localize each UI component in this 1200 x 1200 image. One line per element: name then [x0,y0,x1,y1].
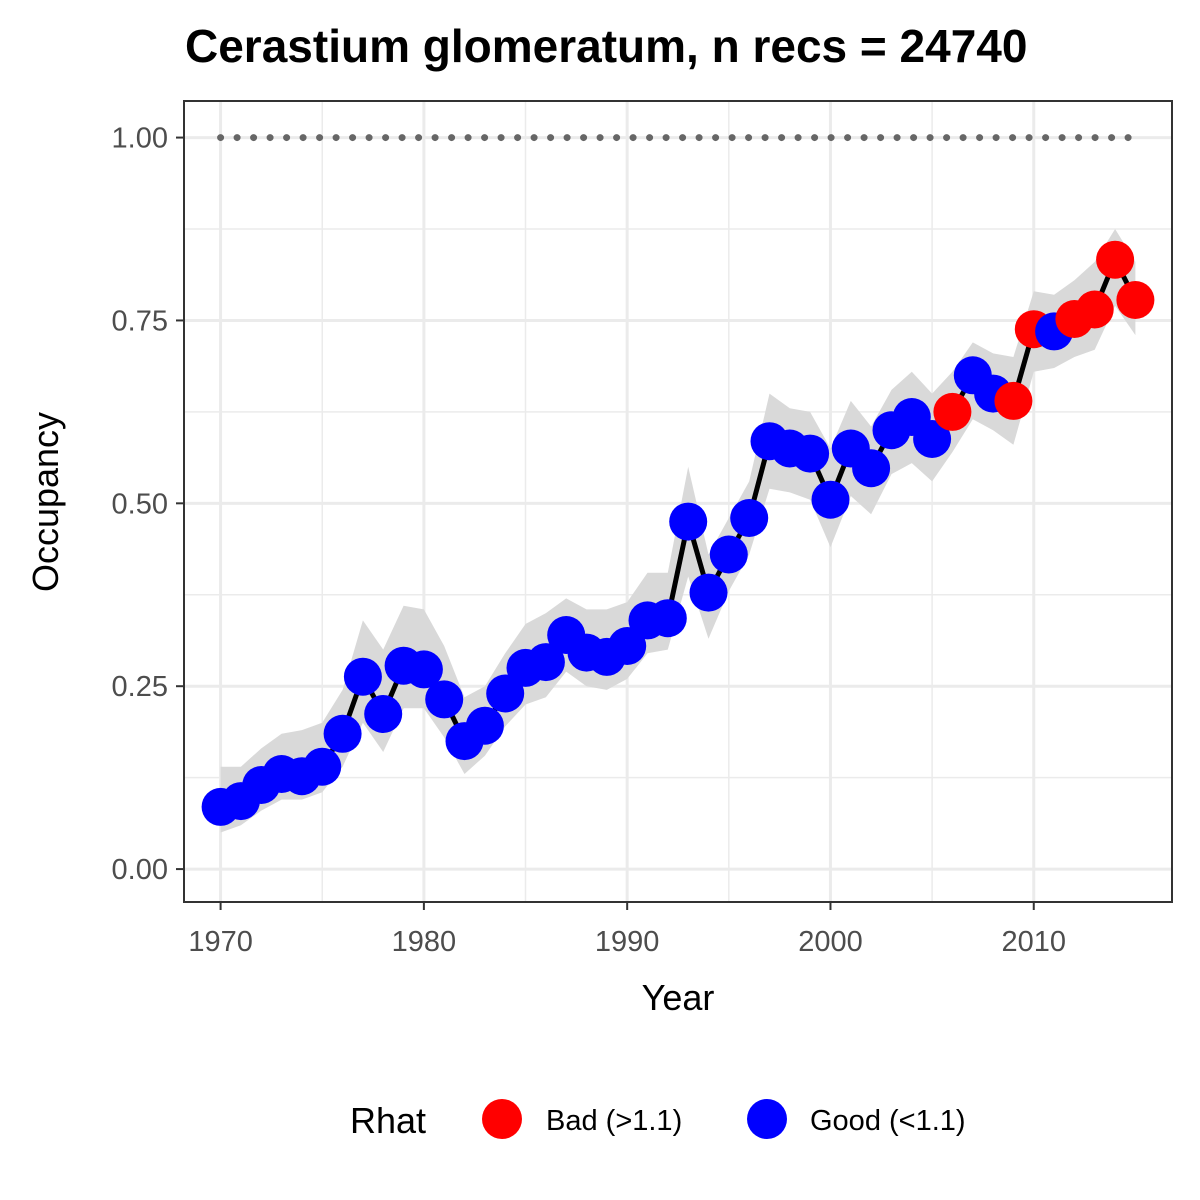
y-axis-title: Occupancy [25,412,66,592]
data-point [1075,290,1114,329]
data-point [791,434,830,473]
legend-key-bad [482,1099,522,1139]
legend-label-good: Good (<1.1) [810,1105,966,1137]
y-tick-label: 0.75 [112,305,168,337]
data-point [343,657,382,696]
data-point [933,392,972,431]
y-tick-label: 0.50 [112,488,168,520]
x-tick-label: 2000 [798,926,863,958]
data-point [425,680,464,719]
legend-key-good [747,1099,787,1139]
legend-title: Rhat [350,1100,426,1141]
panel-border [183,100,1173,903]
data-point [648,599,687,638]
x-tick-label: 1990 [595,926,660,958]
data-point [608,627,647,665]
x-tick-label: 1970 [188,926,253,958]
data-point [1096,240,1135,279]
x-tick-label: 2010 [1002,926,1067,958]
data-point [852,449,891,488]
data-point [465,706,504,745]
data-point [323,714,362,753]
legend: Rhat Bad (>1.1) Good (<1.1) [350,1099,966,1141]
x-axis-title: Year [642,977,715,1018]
y-tick-label: 0.00 [112,854,168,886]
data-point [364,695,403,733]
chart-title: Cerastium glomeratum, n recs = 24740 [185,20,1027,72]
y-tick-label: 1.00 [112,123,168,155]
x-tick-label: 1980 [392,926,457,958]
y-tick-label: 0.25 [112,671,168,703]
data-point [913,420,952,458]
data-point [1116,281,1155,319]
data-point [526,643,565,682]
data-point [404,650,443,689]
legend-label-bad: Bad (>1.1) [546,1105,682,1137]
data-point [669,502,708,541]
data-point [486,674,525,713]
data-point [709,535,748,574]
data-point [994,381,1033,420]
data-point [689,573,728,612]
data-point [811,480,850,519]
data-point [730,499,769,537]
plot-area: 1970 1980 1990 2000 2010 0.00 0.25 0.50 0.75 1.00 [112,100,1173,958]
data-point [303,747,342,786]
